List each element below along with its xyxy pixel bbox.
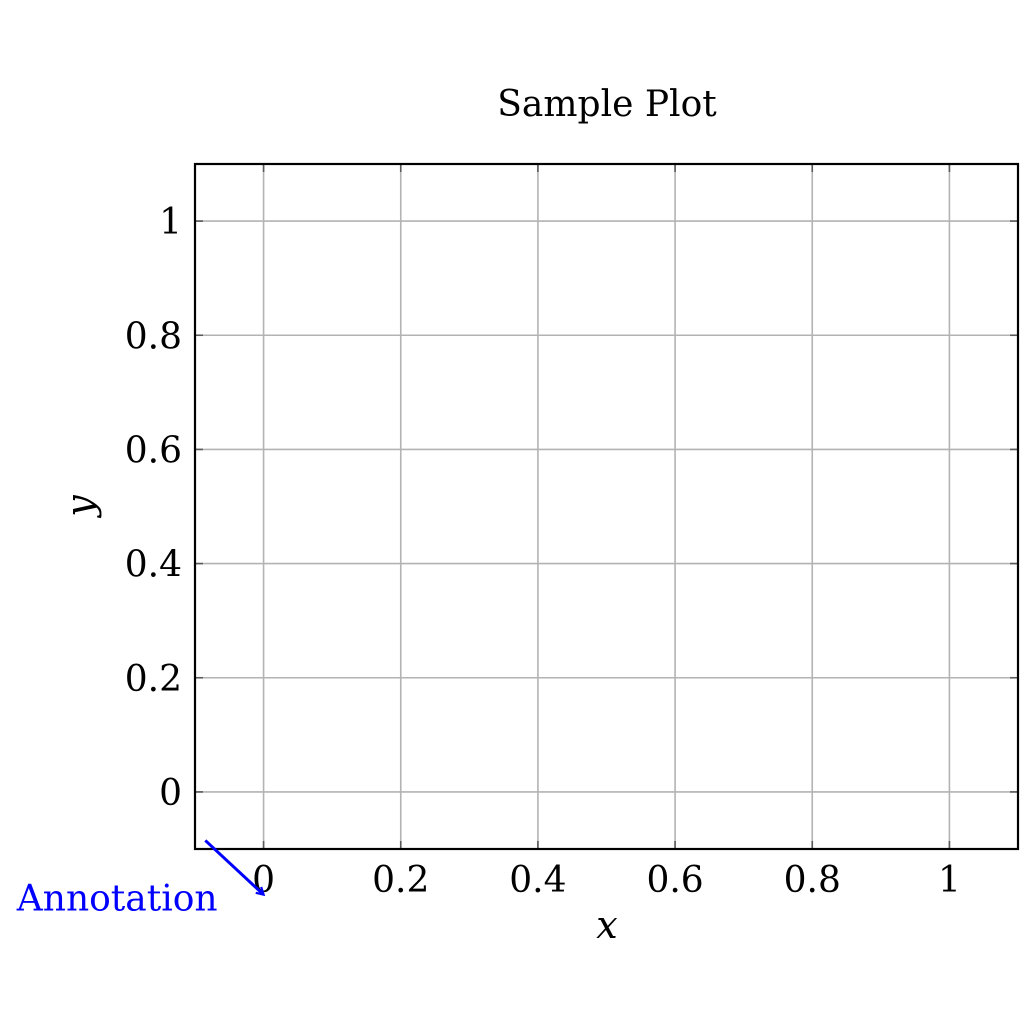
y-tick-label: 1: [159, 202, 182, 243]
y-gridlines: [195, 220, 1018, 793]
annotation-label: Annotation: [16, 879, 218, 920]
x-tick-label: 0.6: [646, 860, 703, 901]
x-gridlines: [262, 164, 951, 849]
y-tick-label: 0.4: [125, 545, 182, 586]
x-tick-label: 0.4: [509, 860, 566, 901]
x-tick-label: 0.2: [372, 860, 429, 901]
x-tick-label: 0.8: [784, 860, 841, 901]
y-axis-label: y: [58, 495, 102, 519]
chart-title: Sample Plot: [497, 84, 717, 125]
y-tick-label: 0.6: [125, 430, 182, 471]
x-tick-label: 0: [252, 860, 275, 901]
x-tick-labels: 0 0.2 0.4 0.6 0.8 1: [252, 860, 961, 901]
y-tick-labels: 0 0.2 0.4 0.6 0.8 1: [125, 202, 182, 814]
x-tick-label: 1: [938, 860, 961, 901]
annotation-arrow: [204, 839, 263, 894]
annotations: Annotation: [16, 839, 264, 920]
y-tick-label: 0: [159, 773, 182, 814]
y-tick-label: 0.8: [125, 316, 182, 357]
y-tick-label: 0.2: [125, 659, 182, 700]
plot-frame: [193, 162, 1020, 851]
tick-marks: [195, 164, 1018, 849]
x-axis-label: x: [596, 903, 617, 947]
